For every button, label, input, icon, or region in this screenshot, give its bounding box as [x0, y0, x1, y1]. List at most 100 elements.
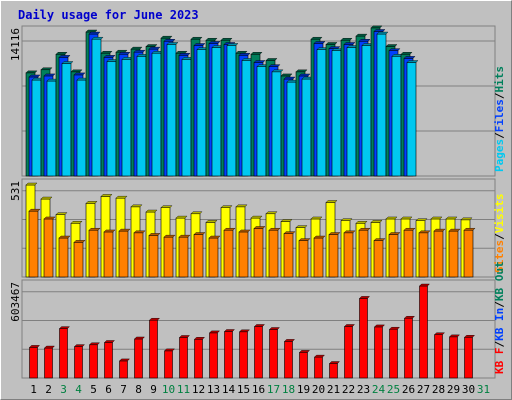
bar-sites-day-5 [88, 229, 99, 278]
bar-sites-day-9-cap [148, 233, 161, 236]
legend-separator: / [493, 233, 506, 240]
bar-kb-f-day-17-cap [269, 327, 280, 330]
bar-sites-day-27 [418, 232, 429, 278]
bar-hits-day-18-cap [280, 73, 293, 77]
x-tick-label: 10 [162, 383, 175, 396]
bar-sites-day-7-cap [118, 228, 131, 232]
bar-hits-day-21-cap [325, 42, 338, 45]
bar-hits-day-13-cap [205, 38, 218, 41]
bar-pages-day-15 [241, 60, 252, 177]
bar-kb-f-day-5 [89, 344, 98, 379]
x-tick-label: 7 [120, 383, 127, 396]
x-tick-label: 19 [297, 383, 310, 396]
bar-visits-day-12-cap [190, 211, 203, 214]
bar-kb-f-day-11-cap [179, 335, 190, 338]
bar-pages-day-18 [286, 81, 297, 177]
bar-visits-day-13-cap [205, 220, 218, 223]
bar-sites-day-11 [178, 236, 189, 278]
bar-sites-day-14 [223, 229, 234, 278]
bar-pages-day-23 [361, 45, 372, 177]
bar-kb-f-day-7 [119, 360, 128, 379]
x-tick-label: 13 [207, 383, 220, 396]
bar-hits-day-14-cap [220, 38, 233, 41]
x-tick-label: 24 [372, 383, 386, 396]
bar-kb-f-day-20-cap [314, 354, 325, 358]
bar-sites-day-3 [58, 237, 69, 278]
bar-kb-f-day-19 [299, 352, 308, 379]
bar-kb-f-day-7-cap [119, 358, 130, 362]
bar-kb-f-day-21 [329, 363, 338, 379]
x-tick-label: 12 [192, 383, 205, 396]
bar-visits-day-11-cap [175, 215, 188, 219]
bar-pages-day-21 [331, 50, 342, 177]
bar-files-day-17-cap [268, 64, 281, 67]
x-tick-label: 17 [267, 383, 280, 396]
bar-kb-f-day-16-cap [254, 324, 265, 327]
legend-separator: / [493, 301, 506, 308]
bar-kb-f-day-16 [254, 326, 263, 379]
bar-sites-day-5-cap [88, 228, 101, 231]
bar-pages-day-10-cap [166, 42, 179, 45]
bar-visits-day-16-cap [250, 215, 263, 219]
bar-pages-day-1 [31, 79, 42, 177]
y-max-label: 531 [9, 181, 22, 201]
x-tick-label: 31 [477, 383, 490, 396]
bar-kb-f-day-20 [314, 356, 323, 379]
legend-entry-pages: Pages [493, 139, 506, 172]
bar-kb-f-day-2 [44, 347, 53, 379]
bar-files-day-21-cap [328, 46, 341, 49]
bar-visits-day-3-cap [55, 212, 68, 215]
bar-hits-day-24-cap [370, 25, 383, 29]
bar-hits-day-5-cap [85, 29, 98, 33]
bar-files-day-8-cap [133, 49, 146, 53]
bar-sites-day-21-cap [328, 232, 341, 235]
bar-sites-day-22 [343, 232, 354, 278]
bar-sites-day-2 [43, 218, 54, 278]
x-tick-label: 15 [237, 383, 250, 396]
bar-kb-f-day-26 [404, 317, 413, 379]
bar-visits-day-15-cap [235, 204, 248, 208]
bar-visits-day-19-cap [295, 225, 308, 228]
bar-kb-f-day-14 [224, 331, 233, 379]
bar-hits-day-7-cap [115, 49, 128, 53]
bar-sites-day-17-cap [268, 228, 281, 231]
bar-pages-day-6 [106, 61, 117, 177]
bar-files-day-16-cap [253, 60, 266, 63]
bar-kb-f-day-4-cap [74, 344, 85, 347]
legend-entry-kb-out: KB Out [493, 261, 506, 301]
bar-sites-day-11-cap [178, 234, 191, 238]
legend-entry-hits: Hits [493, 66, 506, 93]
bar-files-day-12-cap [193, 43, 206, 46]
bar-sites-day-27-cap [418, 230, 431, 234]
bar-visits-day-10-cap [160, 205, 173, 208]
bar-sites-day-19 [298, 240, 309, 278]
x-tick-label: 30 [462, 383, 475, 396]
bar-pages-day-24-cap [376, 31, 389, 35]
bar-sites-day-4 [73, 242, 84, 278]
bar-hits-day-10-cap [160, 35, 173, 39]
bar-sites-day-25 [388, 234, 399, 278]
bar-pages-day-12 [196, 49, 207, 177]
bar-pages-day-13 [211, 47, 222, 177]
bar-sites-day-23 [358, 229, 369, 278]
x-tick-label: 20 [312, 383, 325, 396]
x-tick-label: 14 [222, 383, 236, 396]
bar-pages-day-9 [151, 52, 162, 177]
bar-sites-day-17 [268, 229, 279, 278]
bar-visits-day-5-cap [85, 201, 98, 204]
bar-pages-day-11 [181, 59, 192, 177]
bar-kb-f-day-8 [134, 338, 143, 379]
bar-hits-day-8-cap [130, 46, 143, 50]
x-tick-label: 2 [45, 383, 52, 396]
bar-sites-day-21 [328, 234, 339, 278]
bar-visits-day-28-cap [430, 216, 443, 220]
bar-kb-f-day-28 [434, 334, 443, 379]
bar-pages-day-5 [91, 38, 102, 177]
bar-kb-f-day-18-cap [284, 339, 295, 342]
bar-hits-day-15-cap [235, 51, 248, 54]
bar-kb-f-day-22-cap [344, 324, 355, 327]
legend-entry-files: Files [493, 99, 506, 132]
bar-files-day-18-cap [283, 76, 296, 80]
bar-pages-day-26 [406, 62, 417, 177]
bar-sites-day-28 [433, 230, 444, 278]
